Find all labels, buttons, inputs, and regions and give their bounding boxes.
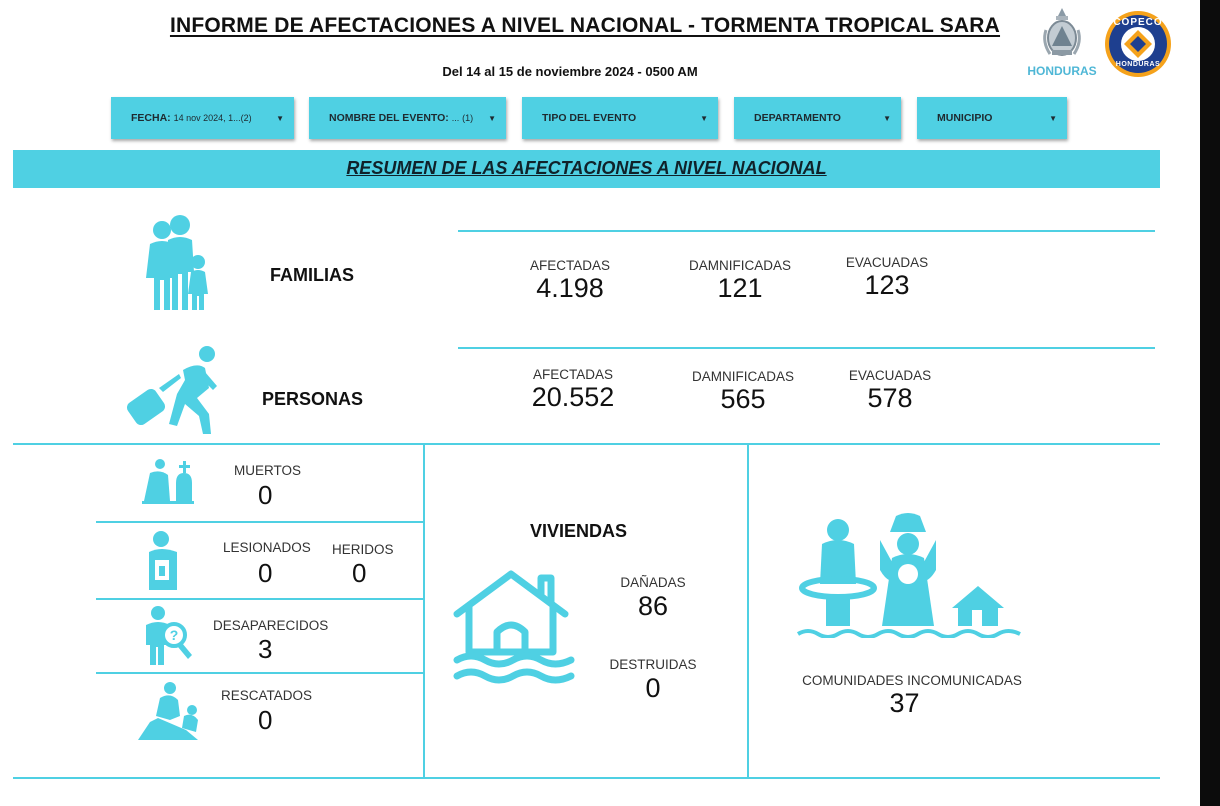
filter-nombre-evento[interactable]: NOMBRE DEL EVENTO: ... (1) ▼ [309, 97, 506, 139]
muertos-value: 0 [258, 480, 273, 510]
personas-damnificadas-value: 565 [720, 384, 766, 414]
copeco-logo-text: COPECO [1113, 17, 1163, 28]
lesionados-divider [96, 598, 423, 600]
personas-label: PERSONAS [262, 389, 364, 409]
report-subtitle: Del 14 al 15 de noviembre 2024 - 0500 AM [442, 64, 698, 79]
window-edge [1200, 0, 1220, 806]
column-divider-left [423, 445, 425, 777]
comunidades-label: COMUNIDADES INCOMUNICADAS [802, 673, 1022, 688]
personas-damnificadas-label: DAMNIFICADAS [691, 369, 794, 384]
viviendas-label: VIVIENDAS [530, 521, 628, 541]
bottom-section-bottom-border [13, 777, 1160, 779]
personas-evacuadas-label: EVACUADAS [848, 368, 932, 383]
familias-damnificadas-value: 121 [717, 273, 763, 303]
personas-afectadas-value: 20.552 [531, 382, 615, 412]
familias-divider [458, 230, 1155, 232]
isolated-community-icon [796, 510, 1024, 638]
rescatados-value: 0 [258, 705, 273, 735]
heridos-value: 0 [352, 558, 367, 588]
bottom-section-top-border [13, 443, 1160, 445]
familias-evacuadas-label: EVACUADAS [845, 255, 929, 270]
lesionados-label: LESIONADOS [223, 540, 311, 555]
familias-afectadas-label: AFECTADAS [529, 258, 610, 273]
personas-evacuadas-value: 578 [867, 383, 913, 413]
filter-fecha[interactable]: FECHA: 14 nov 2024, 1...(2) ▼ [111, 97, 294, 139]
personas-afectadas-label: AFECTADAS [532, 367, 613, 382]
missing-person-search-icon: ? [142, 605, 194, 667]
column-divider-right [747, 445, 749, 777]
rescuer-icon [136, 680, 200, 742]
copeco-logo: COPECO HONDURAS [1104, 10, 1172, 78]
flooded-house-icon [453, 568, 577, 684]
injured-person-icon [143, 530, 183, 592]
familias-evacuadas-value: 123 [864, 270, 910, 300]
svg-text:?: ? [170, 627, 179, 643]
summary-banner: RESUMEN DE LAS AFECTACIONES A NIVEL NACI… [13, 150, 1160, 188]
copeco-emblem-icon [1105, 11, 1171, 77]
muertos-divider [96, 521, 423, 523]
comunidades-value: 37 [889, 688, 920, 718]
desaparecidos-divider [96, 672, 423, 674]
family-icon [140, 214, 215, 312]
honduras-logo-text: HONDURAS [1027, 64, 1097, 78]
familias-damnificadas-label: DAMNIFICADAS [688, 258, 791, 273]
desaparecidos-value: 3 [258, 634, 273, 664]
filter-departamento[interactable]: DEPARTAMENTO ▼ [734, 97, 901, 139]
danadas-label: DAÑADAS [620, 575, 686, 590]
rescatados-label: RESCATADOS [221, 688, 313, 703]
summary-banner-title: RESUMEN DE LAS AFECTACIONES A NIVEL NACI… [346, 158, 827, 178]
muertos-label: MUERTOS [234, 463, 302, 478]
familias-afectadas-value: 4.198 [536, 273, 604, 303]
destruidas-value: 0 [645, 673, 661, 703]
honduras-logo: HONDURAS [1022, 6, 1102, 78]
filter-municipio[interactable]: MUNICIPIO ▼ [917, 97, 1067, 139]
copeco-logo-subtext: HONDURAS [1115, 61, 1161, 68]
danadas-value: 86 [637, 591, 669, 621]
destruidas-label: DESTRUIDAS [609, 657, 697, 672]
person-running-luggage-icon [125, 344, 220, 436]
personas-divider [458, 347, 1155, 349]
chevron-down-icon: ▼ [1049, 113, 1057, 123]
lesionados-value: 0 [258, 558, 273, 588]
desaparecidos-label: DESAPARECIDOS [213, 618, 329, 633]
chevron-down-icon: ▼ [700, 113, 708, 123]
heridos-label: HERIDOS [332, 542, 394, 557]
filter-tipo-evento[interactable]: TIPO DEL EVENTO ▼ [522, 97, 718, 139]
chevron-down-icon: ▼ [883, 113, 891, 123]
chevron-down-icon: ▼ [488, 113, 496, 123]
grave-mourner-icon [140, 457, 196, 505]
report-title: INFORME DE AFECTACIONES A NIVEL NACIONAL… [169, 14, 1001, 37]
chevron-down-icon: ▼ [276, 113, 284, 123]
familias-label: FAMILIAS [270, 265, 354, 285]
honduras-seal-icon [1043, 8, 1081, 56]
